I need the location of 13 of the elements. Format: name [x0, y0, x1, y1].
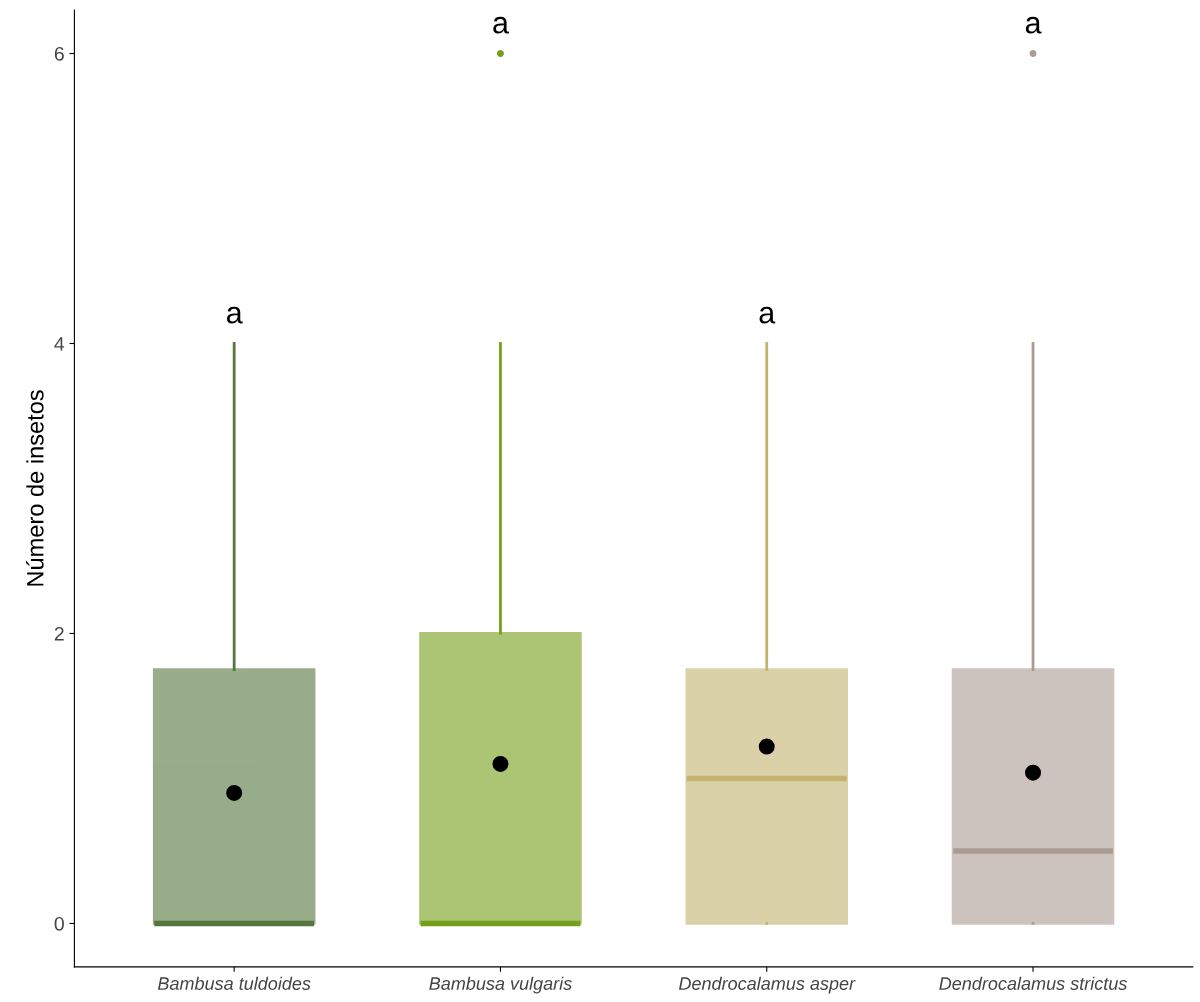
y-tick-label: 0 — [54, 916, 64, 931]
annotation: a — [493, 16, 509, 34]
y-tick-label: 6 — [54, 46, 64, 61]
x-tick-label: Bambusa tuldoides — [157, 976, 311, 990]
x-tick-label: Dendrocalamus strictus — [939, 976, 1127, 990]
y-tick-label: 2 — [54, 626, 64, 641]
annotation: a — [759, 306, 776, 324]
y-axis-title: Número de insetos — [26, 390, 44, 586]
y-tick-label: 4 — [54, 337, 65, 351]
annotation: a — [1025, 16, 1042, 34]
x-tick-label: Dendrocalamus asper — [678, 976, 856, 994]
x-tick-label: Bambusa vulgaris — [429, 976, 572, 994]
annotation: a — [226, 306, 243, 324]
